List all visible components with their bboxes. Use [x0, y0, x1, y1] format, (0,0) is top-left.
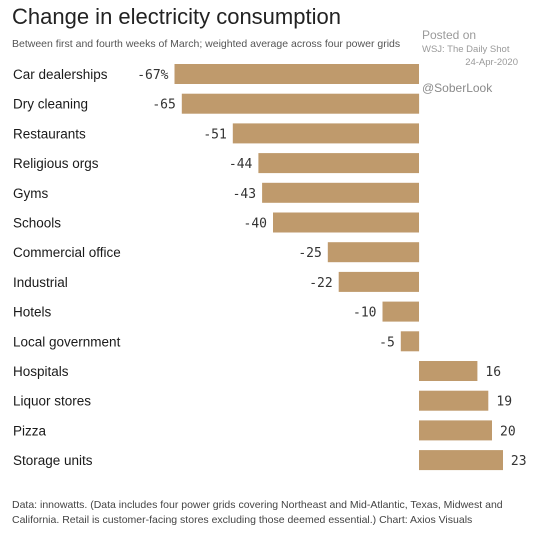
chart-subtitle: Between first and fourth weeks of March;… — [12, 38, 401, 50]
category-label-restaurants: Restaurants — [13, 126, 86, 141]
watermark-handle: @SoberLook — [422, 81, 493, 95]
value-label-restaurants: -51 — [203, 127, 226, 142]
category-label-religious-orgs: Religious orgs — [13, 156, 99, 171]
value-label-dry-cleaning: -65 — [152, 98, 175, 113]
value-label-schools: -40 — [244, 217, 267, 232]
value-label-industrial: -22 — [309, 276, 332, 291]
category-label-dry-cleaning: Dry cleaning — [13, 97, 88, 112]
value-label-liquor-stores: 19 — [496, 395, 512, 410]
bar-dry-cleaning — [181, 93, 420, 114]
bar-car-dealerships — [174, 64, 419, 84]
watermark-source: WSJ: The Daily Shot — [422, 44, 510, 55]
category-label-liquor-stores: Liquor stores — [13, 394, 91, 409]
bar-schools — [273, 212, 419, 233]
bar-pizza — [419, 420, 492, 441]
footnote: Data: innowatts. (Data includes four pow… — [12, 499, 503, 526]
watermark: Posted on WSJ: The Daily Shot 24-Apr-202… — [422, 28, 518, 68]
value-label-car-dealerships: -67% — [137, 68, 168, 83]
value-label-local-government: -5 — [379, 335, 395, 350]
bar-hospitals — [419, 361, 478, 381]
category-label-schools: Schools — [13, 216, 61, 231]
value-label-religious-orgs: -44 — [229, 157, 253, 172]
bar-storage-units — [419, 450, 503, 471]
bar-industrial — [338, 271, 419, 292]
category-label-industrial: Industrial — [13, 275, 68, 290]
category-label-car-dealerships: Car dealerships — [13, 67, 108, 82]
bar-gyms — [262, 182, 419, 203]
category-label-hospitals: Hospitals — [13, 364, 69, 379]
value-label-gyms: -43 — [233, 187, 256, 202]
category-label-commercial-office: Commercial office — [13, 245, 121, 260]
value-label-hotels: -10 — [353, 306, 376, 321]
value-label-commercial-office: -25 — [298, 246, 321, 261]
watermark-date: 24-Apr-2020 — [465, 57, 518, 68]
category-label-hotels: Hotels — [13, 305, 52, 320]
value-label-pizza: 20 — [500, 424, 516, 439]
value-label-storage-units: 23 — [511, 454, 527, 469]
bar-commercial-office — [327, 242, 420, 263]
watermark-posted-on: Posted on — [422, 28, 477, 42]
category-label-storage-units: Storage units — [13, 453, 93, 468]
category-label-pizza: Pizza — [13, 423, 47, 438]
category-label-gyms: Gyms — [13, 186, 48, 201]
chart-title: Change in electricity consumption — [12, 4, 341, 29]
bar-hotels — [382, 301, 419, 322]
bar-local-government — [400, 331, 420, 352]
bar-liquor-stores — [419, 390, 489, 411]
value-label-hospitals: 16 — [485, 365, 501, 380]
category-label-local-government: Local government — [13, 334, 121, 349]
bar-religious-orgs — [258, 153, 419, 174]
bar-restaurants — [232, 123, 419, 144]
